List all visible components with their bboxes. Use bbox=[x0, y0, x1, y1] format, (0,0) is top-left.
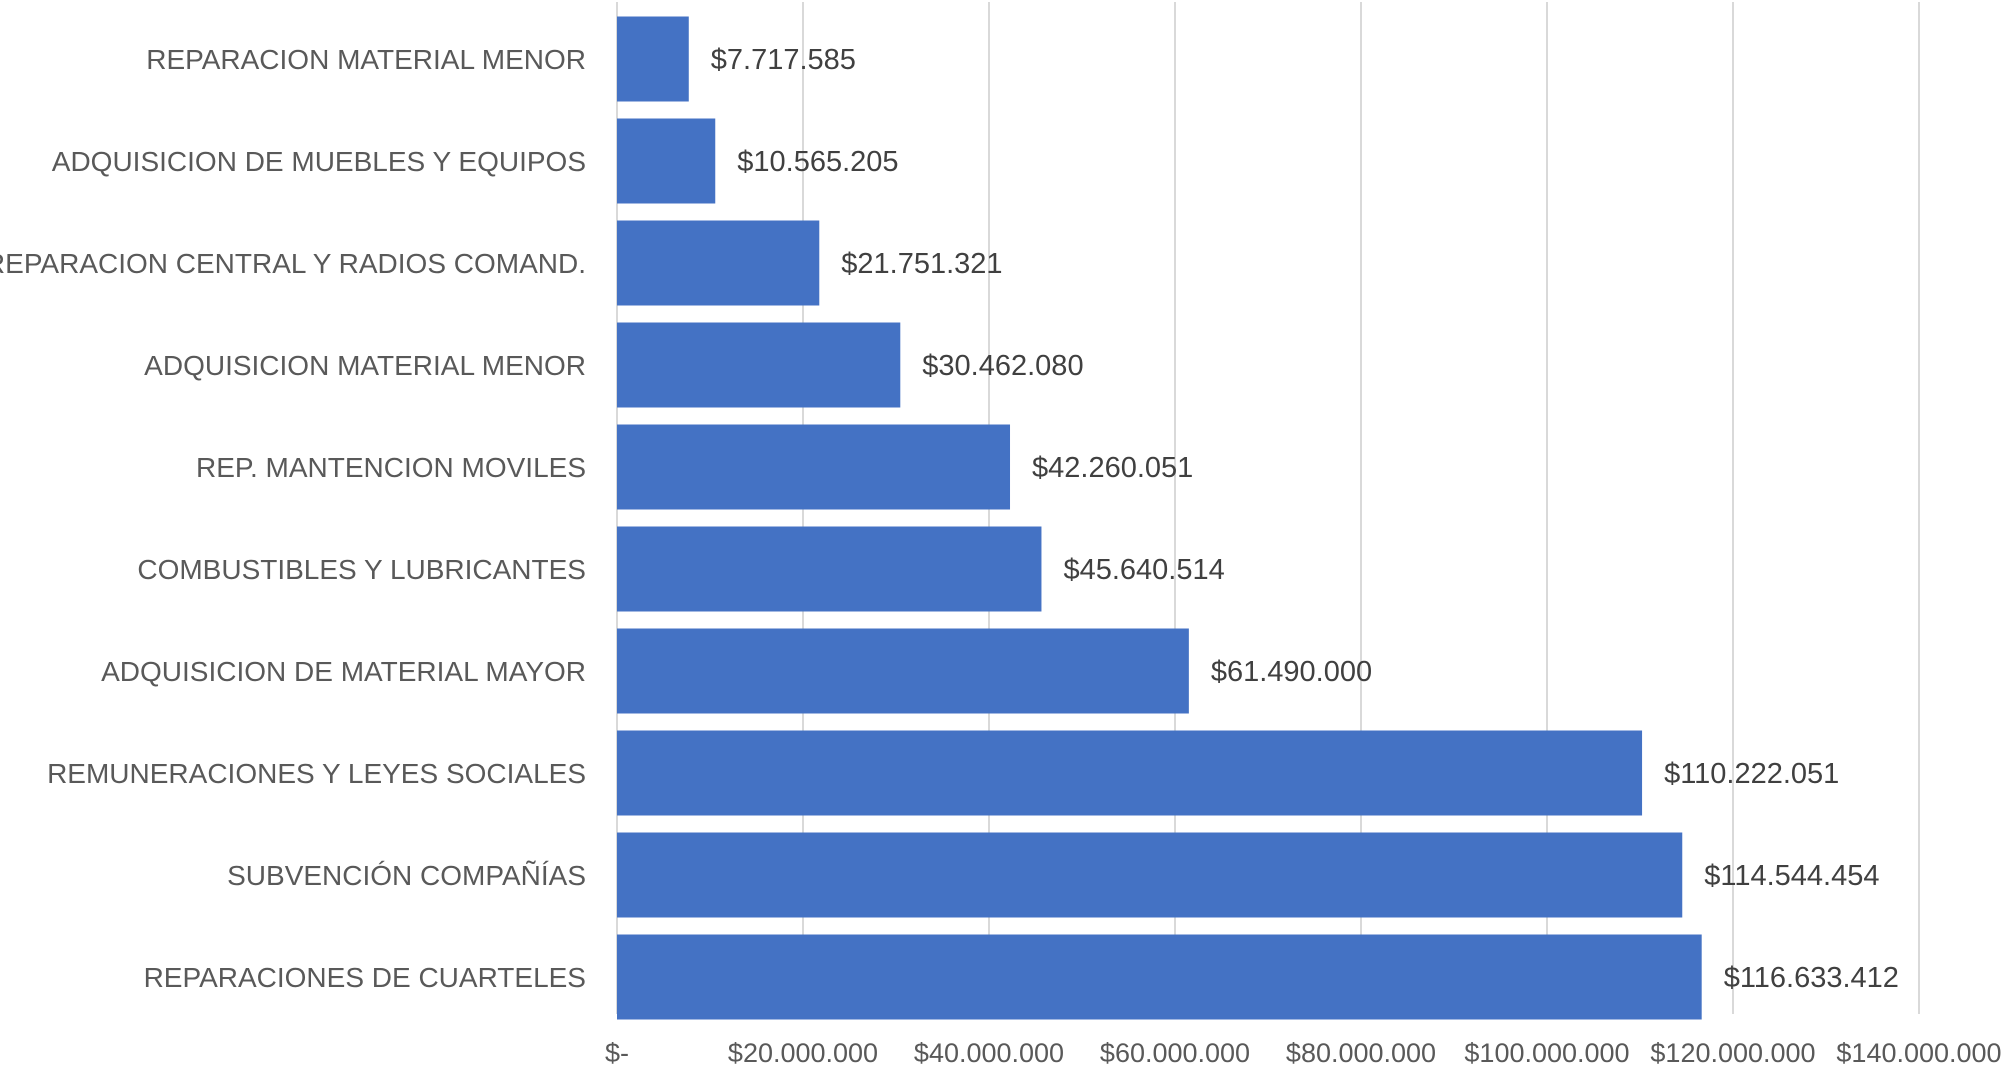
category-labels: REPARACION MATERIAL MENOR ADQUISICION DE … bbox=[0, 44, 586, 993]
bar bbox=[617, 16, 689, 102]
data-label: $30.462.080 bbox=[922, 350, 1083, 382]
data-label: $110.222.051 bbox=[1664, 758, 1839, 790]
category-label: REPARACIONES DE CUARTELES bbox=[144, 962, 586, 993]
bar bbox=[617, 934, 1702, 1020]
bar bbox=[617, 628, 1189, 714]
category-label: REPARACION MATERIAL MENOR bbox=[146, 44, 586, 75]
bar bbox=[617, 118, 716, 204]
data-labels: $7.717.585 $10.565.205 $21.751.321 $30.462.… bbox=[711, 44, 1899, 994]
x-tick-label: $20.000.000 bbox=[728, 1038, 878, 1068]
bar bbox=[617, 220, 820, 306]
data-label: $21.751.321 bbox=[841, 248, 1002, 280]
data-label: $114.544.454 bbox=[1704, 860, 1879, 892]
data-label: $61.490.000 bbox=[1211, 656, 1372, 688]
x-tick-label: $60.000.000 bbox=[1100, 1038, 1250, 1068]
x-tick-label: $- bbox=[605, 1038, 629, 1068]
category-label: REMUNERACIONES Y LEYES SOCIALES bbox=[47, 758, 586, 789]
category-label: SUBVENCIÓN COMPAÑÍAS bbox=[227, 860, 586, 891]
data-label: $42.260.051 bbox=[1032, 452, 1193, 484]
category-label: COMBUSTIBLES Y LUBRICANTES bbox=[137, 554, 586, 585]
data-label: $45.640.514 bbox=[1063, 554, 1224, 586]
x-axis-tick-labels: $- $20.000.000 $40.000.000 $60.000.000 $80.0… bbox=[605, 1038, 2002, 1068]
category-label: ADQUISICION DE MUEBLES Y EQUIPOS bbox=[52, 146, 586, 177]
bar bbox=[617, 322, 901, 408]
data-label: $10.565.205 bbox=[737, 146, 898, 178]
x-tick-label: $120.000.000 bbox=[1650, 1038, 1815, 1068]
bar bbox=[617, 424, 1011, 510]
x-tick-label: $100.000.000 bbox=[1464, 1038, 1629, 1068]
bar bbox=[617, 730, 1643, 816]
category-label: REPARACION CENTRAL Y RADIOS COMAND. bbox=[0, 248, 586, 279]
bar bbox=[617, 832, 1683, 918]
x-tick-label: $140.000.000 bbox=[1836, 1038, 2001, 1068]
bar bbox=[617, 526, 1042, 612]
data-label: $116.633.412 bbox=[1724, 962, 1899, 994]
x-tick-label: $80.000.000 bbox=[1286, 1038, 1436, 1068]
x-tick-label: $40.000.000 bbox=[914, 1038, 1064, 1068]
data-label: $7.717.585 bbox=[711, 44, 856, 76]
bars bbox=[617, 16, 1702, 1020]
category-label: ADQUISICION DE MATERIAL MAYOR bbox=[101, 656, 586, 687]
category-label: REP. MANTENCION MOVILES bbox=[196, 452, 586, 483]
category-label: ADQUISICION MATERIAL MENOR bbox=[144, 350, 586, 381]
